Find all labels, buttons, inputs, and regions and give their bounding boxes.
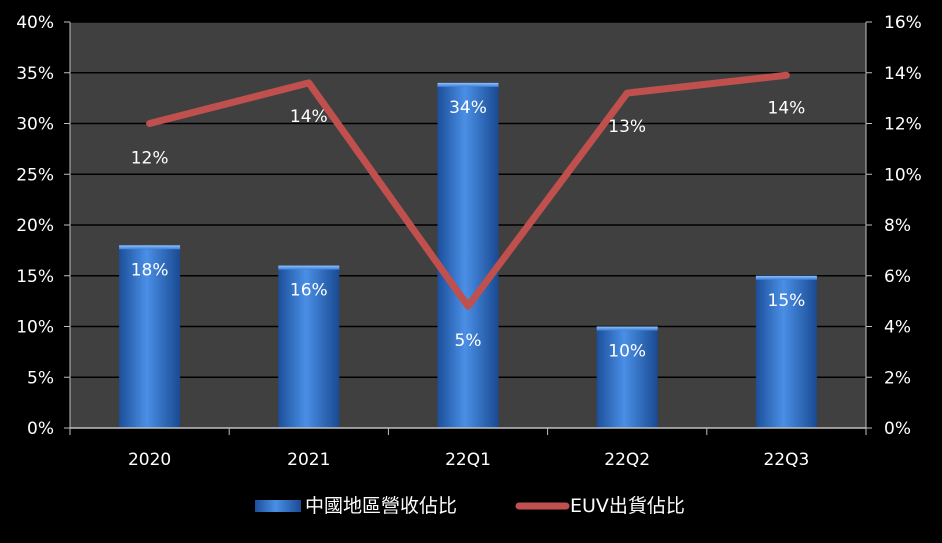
bar (596, 326, 658, 428)
x-tick-label: 2020 (128, 450, 171, 470)
bar (755, 275, 817, 428)
y-left-tick-label: 5% (27, 368, 54, 388)
bar-top-cap (278, 265, 340, 270)
y-right-tick-label: 16% (884, 13, 922, 33)
y-left-tick-label: 40% (16, 13, 54, 33)
bar (119, 245, 181, 428)
y-right-tick-label: 14% (884, 64, 922, 84)
bar-data-label: 16% (290, 281, 328, 301)
y-right-tick-label: 6% (884, 267, 911, 287)
legend-bar-label: 中國地區營收佔比 (305, 495, 457, 517)
y-right-tick-label: 8% (884, 216, 911, 236)
y-left-tick-label: 25% (16, 165, 54, 185)
line-point (785, 74, 787, 76)
legend-line-label: EUV出貨佔比 (570, 495, 685, 517)
line-series (146, 71, 790, 310)
legend: 中國地區營收佔比 EUV出貨佔比 (255, 495, 685, 517)
line-data-label: 14% (768, 98, 806, 118)
bar (437, 82, 499, 429)
axes: 0% 5% 10% 15% 20% 25% 30% 35% 40% 0% 2% 4% 6% 8% 10% 12… (16, 13, 922, 470)
bar-series (119, 82, 817, 429)
line-point (626, 92, 628, 94)
bar-data-label: 15% (768, 291, 806, 311)
y-right-tick-label: 12% (884, 115, 922, 135)
line-point (308, 82, 310, 84)
x-tick-label: 22Q1 (445, 450, 491, 470)
x-tick-label: 22Q3 (763, 450, 809, 470)
bar-top-cap (437, 82, 499, 87)
line-point (467, 305, 469, 307)
legend-bar-swatch (255, 500, 301, 512)
bar-top-cap (755, 275, 817, 280)
y-left-tick-label: 20% (16, 216, 54, 236)
y-left-tick-label: 35% (16, 64, 54, 84)
y-right-tick-label: 2% (884, 368, 911, 388)
line-data-label: 12% (131, 149, 169, 169)
y-right-tick-label: 4% (884, 318, 911, 338)
y-right-tick-label: 0% (884, 419, 911, 439)
bar-data-label: 34% (449, 98, 487, 118)
bar (278, 265, 340, 428)
y-left-tick-label: 0% (27, 419, 54, 439)
line-data-label: 14% (290, 107, 328, 127)
bar-top-cap (119, 245, 181, 250)
line-point (149, 123, 151, 124)
y-right-tick-label: 10% (884, 165, 922, 185)
x-tick-label: 2021 (287, 450, 330, 470)
bar-data-label: 18% (131, 260, 169, 280)
line-data-label: 5% (455, 331, 482, 351)
data-labels: 18% 16% 34% 10% 15% 12% 14% 5% 13% 14% (131, 98, 806, 362)
line-data-label: 13% (608, 117, 646, 137)
y-left-tick-label: 30% (16, 115, 54, 135)
bar-data-label: 10% (608, 342, 646, 362)
y-left-tick-label: 10% (16, 318, 54, 338)
y-left-tick-label: 15% (16, 267, 54, 287)
x-tick-label: 22Q2 (604, 450, 650, 470)
bar-top-cap (596, 326, 658, 331)
